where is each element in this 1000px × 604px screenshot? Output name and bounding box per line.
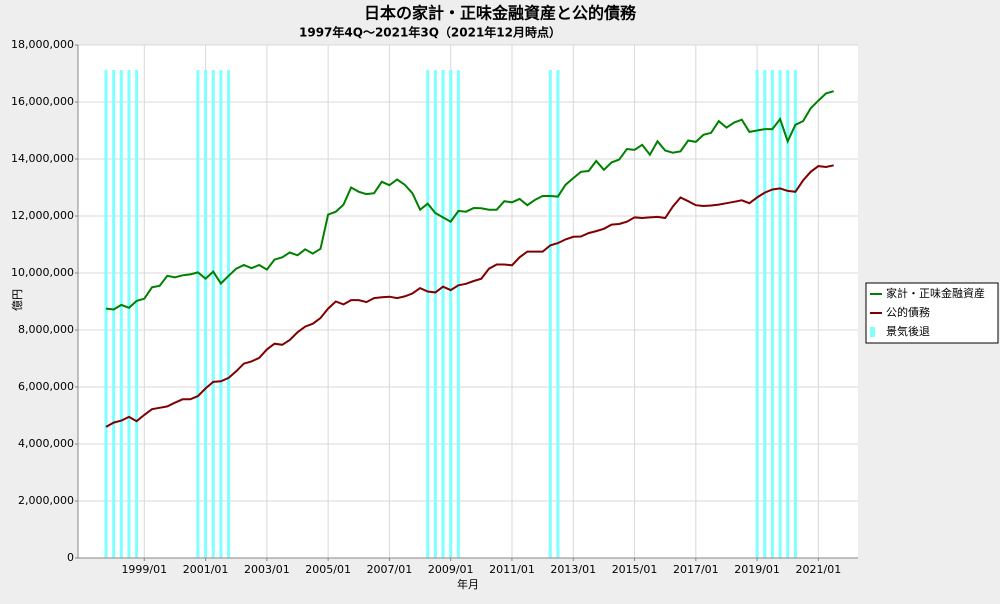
recession-stripe [204,70,208,558]
recession-stripe [441,70,445,558]
legend-label: 家計・正味金融資産 [886,286,985,300]
x-tick-label: 2005/01 [305,563,351,576]
recession-stripe [433,70,437,558]
chart-title: 日本の家計・正味金融資産と公的債務 [364,4,637,23]
y-tick-label: 12,000,000 [11,209,74,222]
y-tick-label: 16,000,000 [11,95,74,108]
y-tick-label: 6,000,000 [18,380,74,393]
recession-stripe [770,70,774,558]
x-tick-label: 1999/01 [121,563,167,576]
recession-stripe [104,70,108,558]
x-tick-label: 2007/01 [367,563,413,576]
x-tick-label: 2009/01 [428,563,474,576]
legend-box [865,282,999,344]
legend-swatch [870,327,875,337]
x-tick-label: 2013/01 [550,563,596,576]
x-tick-label: 2001/01 [183,563,229,576]
recession-stripe [556,70,560,558]
y-tick-label: 2,000,000 [18,494,74,507]
recession-stripe [196,70,200,558]
recession-stripe [755,70,759,558]
recession-stripe [548,70,552,558]
recession-stripe [793,70,797,558]
y-tick-label: 18,000,000 [11,38,74,51]
recession-stripe [456,70,460,558]
y-axis-label: 億円 [11,289,24,311]
legend-label: 景気後退 [886,324,930,338]
recession-stripe [426,70,430,558]
series-line [105,90,834,311]
legend-label: 公的債務 [886,305,930,319]
y-tick-label: 14,000,000 [11,152,74,165]
x-tick-label: 2019/01 [734,563,780,576]
series-line [105,164,834,428]
plot-area [78,45,858,558]
y-tick-label: 8,000,000 [18,323,74,336]
recession-stripe [778,70,782,558]
recession-stripe [127,70,131,558]
chart-subtitle: 1997年4Q～2021年3Q（2021年12月時点） [299,25,561,40]
x-tick-label: 2017/01 [673,563,719,576]
marks [104,70,834,558]
recession-stripe [449,70,453,558]
recession-stripe [227,70,231,558]
x-tick-label: 2021/01 [796,563,842,576]
recession-stripe [219,70,223,558]
y-tick-label: 0 [67,551,74,564]
x-tick-label: 2011/01 [489,563,535,576]
recession-stripe [786,70,790,558]
y-tick-label: 10,000,000 [11,266,74,279]
recession-stripe [112,70,116,558]
recession-stripe [211,70,215,558]
x-axis-label: 年月 [457,577,479,591]
x-tick-label: 2015/01 [612,563,658,576]
recession-stripe [119,70,123,558]
recession-stripe [135,70,139,558]
x-tick-label: 2003/01 [244,563,290,576]
grid: 0 2,000,000 4,000,000 6,000,000 8,000,000 10,… [11,38,858,576]
recession-stripe [763,70,767,558]
y-tick-label: 4,000,000 [18,437,74,450]
